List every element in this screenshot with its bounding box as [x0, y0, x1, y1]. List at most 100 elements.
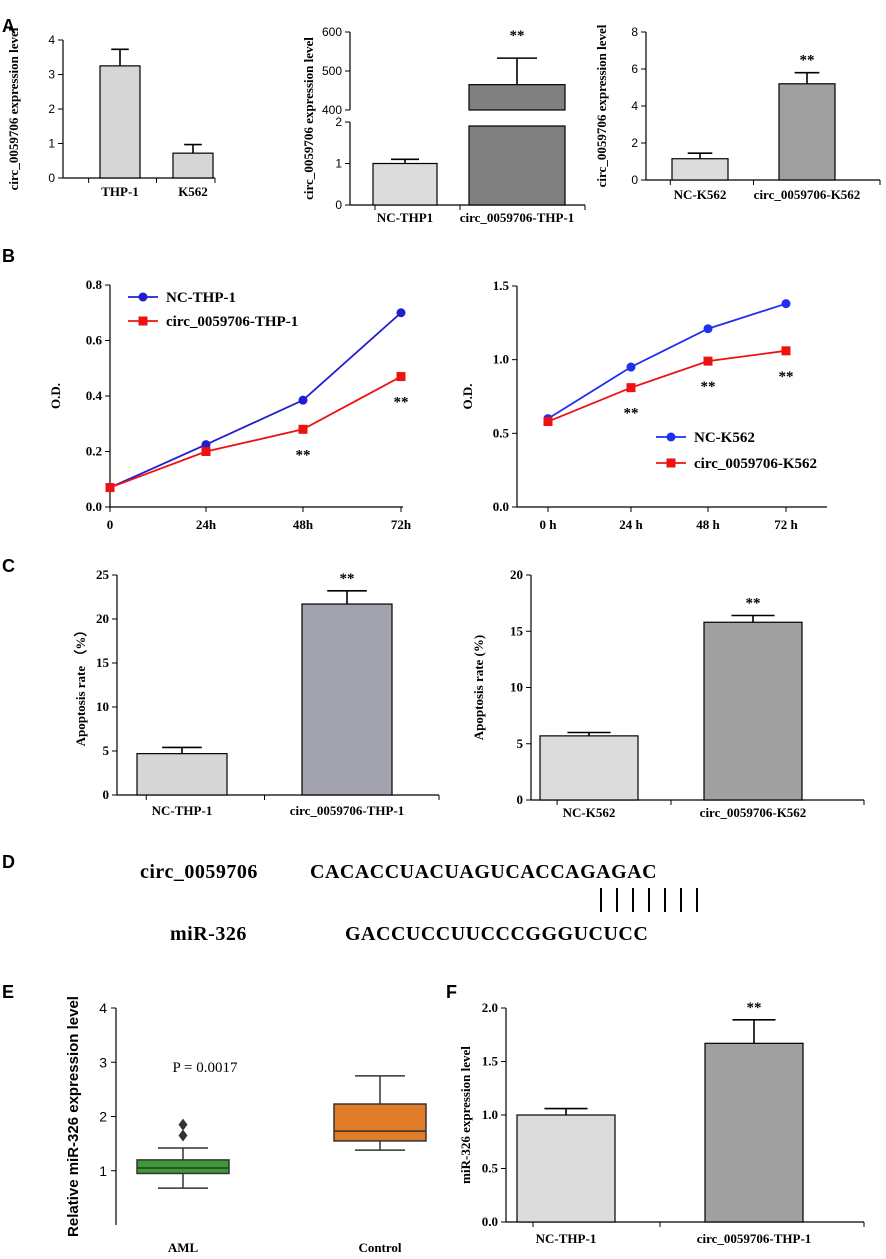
significance-marker: ** — [624, 406, 639, 422]
bar-NC-K562 — [671, 158, 729, 181]
point-circ_0059706-THP-1 — [201, 447, 211, 456]
bar-circ_0059706-K562 — [778, 83, 836, 181]
point-circ_0059706-K562 — [781, 346, 791, 356]
y-tick-label: 5 — [517, 736, 524, 751]
y-axis-label: miR-326 expression level — [458, 1046, 473, 1184]
y-tick-label: 0 — [335, 198, 342, 212]
chart-b1: 0.0 0.2 0.4 0.6 0.8 0 24h 48h 72h O.D. NC-THP-1 cir… — [48, 277, 412, 532]
x-tick-label: 48h — [293, 517, 314, 532]
point-circ_0059706-K562 — [626, 383, 636, 393]
chart-a3: 0 2 4 6 8 circ_0059706 expression level NC-K56… — [594, 24, 881, 202]
y-tick-label: 2 — [99, 1109, 107, 1125]
y-axis-label: circ_0059706 expression level — [594, 24, 609, 187]
y-tick-label: 0.4 — [86, 388, 103, 403]
y-axis-label: Apoptosis rate (%) — [471, 635, 486, 740]
y-tick-label: 0.6 — [86, 333, 103, 348]
legend-label: NC-THP-1 — [166, 290, 236, 306]
legend-label: NC-K562 — [694, 430, 755, 446]
bar-circ_0059706-THP-1 — [301, 603, 393, 796]
panel-label-a: A — [2, 16, 15, 36]
x-category-label: AML — [168, 1240, 199, 1255]
series-line-NC-THP-1 — [109, 312, 402, 489]
panel-label-d: D — [2, 852, 15, 872]
y-tick-label: 3 — [99, 1054, 107, 1070]
significance-marker: ** — [779, 369, 794, 385]
bar-NC-THP-1 — [136, 753, 228, 796]
y-tick-label: 1.0 — [482, 1107, 498, 1122]
y-tick-label: 1.0 — [493, 352, 509, 367]
chart-c2: 0 5 10 15 20 Apoptosis rate (%) NC-K562 circ_00… — [471, 567, 865, 820]
significance-marker: ** — [747, 1000, 762, 1016]
box-AML — [136, 1159, 230, 1175]
point-circ_0059706-K562 — [703, 356, 713, 366]
series-line-circ_0059706-K562 — [547, 349, 787, 423]
y-tick-label: 2 — [335, 115, 342, 129]
sequence-alignment: circ_0059706 CACACCUACUAGUCACCAGAGAC miR… — [140, 861, 698, 945]
y-axis-label: O.D. — [48, 383, 63, 409]
x-category-label: circ_0059706-THP-1 — [460, 210, 575, 225]
y-tick-label: 20 — [510, 567, 523, 582]
legend-label: circ_0059706-THP-1 — [166, 314, 298, 330]
y-tick-label: 4 — [48, 33, 55, 47]
y-tick-label: 400 — [322, 103, 342, 117]
y-tick-label: 0.8 — [86, 277, 103, 292]
y-axis-label: O.D. — [460, 384, 475, 410]
significance-marker: ** — [701, 379, 716, 395]
y-tick-label: 1 — [335, 157, 342, 171]
point-circ_0059706-THP-1 — [105, 483, 115, 493]
y-axis-label: Apoptosis rate （%） — [73, 624, 88, 747]
bar-circ_0059706-THP-1 — [704, 1042, 804, 1223]
chart-f: 0.0 0.5 1.0 1.5 2.0 miR-326 expression level N… — [458, 1000, 865, 1246]
point-NC-K562 — [781, 299, 791, 309]
bar-K562 — [172, 152, 214, 179]
y-tick-label: 15 — [96, 655, 110, 670]
x-category-label: THP-1 — [101, 184, 139, 199]
y-tick-label: 1.5 — [493, 278, 510, 293]
legend-marker — [138, 292, 148, 302]
bar-NC-THP-1 — [516, 1114, 616, 1223]
legend-label: circ_0059706-K562 — [694, 456, 817, 472]
x-category-label: circ_0059706-K562 — [700, 805, 807, 820]
x-tick-label: 24h — [196, 517, 217, 532]
y-axis-label: circ_0059706 expression level — [6, 27, 21, 190]
bar-NC-THP1 — [372, 162, 438, 206]
legend-marker — [666, 432, 676, 442]
y-tick-label: 2 — [48, 102, 55, 116]
y-tick-label: 0.2 — [86, 444, 102, 459]
box-Control — [333, 1103, 427, 1142]
x-category-label: Control — [358, 1240, 401, 1255]
x-tick-label: 72 h — [774, 517, 798, 532]
x-category-label: NC-K562 — [563, 805, 616, 820]
y-tick-label: 25 — [96, 567, 110, 582]
point-NC-K562 — [626, 362, 636, 372]
significance-marker: ** — [296, 447, 311, 463]
y-tick-label: 1 — [48, 137, 55, 151]
x-tick-label: 72h — [391, 517, 412, 532]
y-tick-label: 0 — [517, 792, 524, 807]
series-line-NC-K562 — [547, 302, 787, 420]
point-NC-THP-1 — [201, 440, 211, 450]
chart-e: 1 2 3 4 Relative miR-326 expression level AML… — [65, 996, 427, 1255]
x-tick-label: 24 h — [619, 517, 643, 532]
point-circ_0059706-THP-1 — [396, 372, 406, 382]
point-circ_0059706-K562 — [543, 417, 553, 427]
significance-marker: ** — [394, 395, 409, 411]
circ-sequence: CACACCUACUAGUCACCAGAGAC — [310, 861, 657, 883]
mir-label: miR-326 — [170, 923, 247, 945]
circ-label: circ_0059706 — [140, 861, 258, 883]
x-category-label: circ_0059706-THP-1 — [290, 803, 405, 818]
y-tick-label: 1.5 — [482, 1054, 499, 1069]
y-tick-label: 0 — [631, 173, 638, 187]
x-tick-label: 0 h — [540, 517, 558, 532]
panel-label-b: B — [2, 246, 15, 266]
mir-sequence: GACCUCCUUCCCGGGUCUCC — [345, 923, 648, 945]
significance-marker: ** — [800, 53, 815, 69]
y-tick-label: 10 — [510, 680, 523, 695]
y-tick-label: 6 — [631, 62, 638, 76]
panel-label-c: C — [2, 556, 15, 576]
x-category-label: circ_0059706-K562 — [754, 187, 861, 202]
x-category-label: circ_0059706-THP-1 — [697, 1231, 812, 1246]
y-tick-label: 5 — [103, 743, 110, 758]
chart-b2: 0.0 0.5 1.0 1.5 0 h 24 h 48 h 72 h O.D. NC-K562 ci… — [460, 278, 827, 532]
